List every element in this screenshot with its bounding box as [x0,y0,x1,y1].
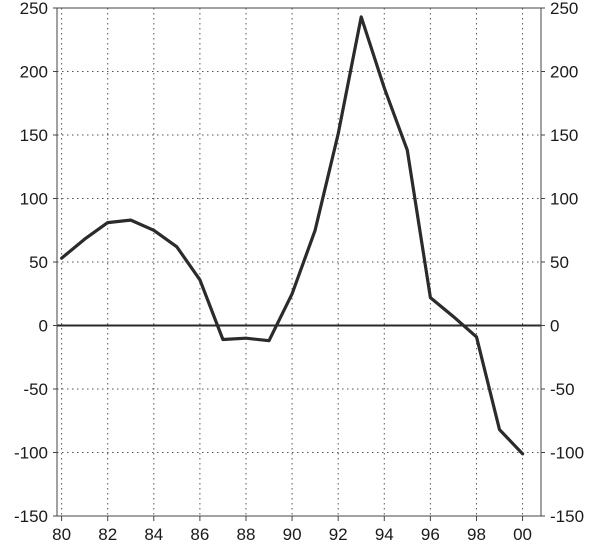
y-tick-label-right: -150 [550,507,584,526]
x-tick-label: 00 [513,525,532,544]
y-tick-label-right: 100 [550,190,578,209]
y-tick-label-right: 250 [550,0,578,18]
y-tick-label-right: 150 [550,126,578,145]
y-tick-label-left: 100 [20,190,48,209]
y-tick-label-right: 200 [550,63,578,82]
y-tick-label-right: -100 [550,444,584,463]
y-tick-label-left: -100 [14,444,48,463]
x-tick-label: 98 [467,525,486,544]
x-tick-label: 84 [144,525,163,544]
y-axis-right-labels: -150 -100 -50 0 50 100 150 200 250 [550,0,584,526]
y-tick-label-right: 50 [550,253,569,272]
grid-lines [57,8,541,516]
x-tick-label: 96 [421,525,440,544]
y-tick-label-left: 50 [29,253,48,272]
axis-ticks [53,7,545,521]
y-tick-label-left: 0 [39,317,48,336]
x-axis-labels: 80 82 84 86 88 90 92 94 96 98 00 [52,525,532,544]
y-tick-label-right: 0 [550,317,559,336]
y-tick-label-left: 200 [20,63,48,82]
x-tick-label: 80 [52,525,71,544]
x-tick-label: 88 [237,525,256,544]
x-tick-label: 82 [98,525,117,544]
x-tick-label: 86 [190,525,209,544]
x-tick-label: 90 [283,525,302,544]
y-tick-label-left: -50 [23,380,48,399]
y-tick-label-left: 150 [20,126,48,145]
y-tick-label-left: 250 [20,0,48,18]
x-tick-label: 94 [375,525,394,544]
y-tick-label-left: -150 [14,507,48,526]
series-line [59,15,525,456]
y-axis-left-labels: -150 -100 -50 0 50 100 150 200 250 [14,0,48,526]
x-tick-label: 92 [329,525,348,544]
series-layer [59,15,525,456]
y-tick-label-right: -50 [550,380,575,399]
